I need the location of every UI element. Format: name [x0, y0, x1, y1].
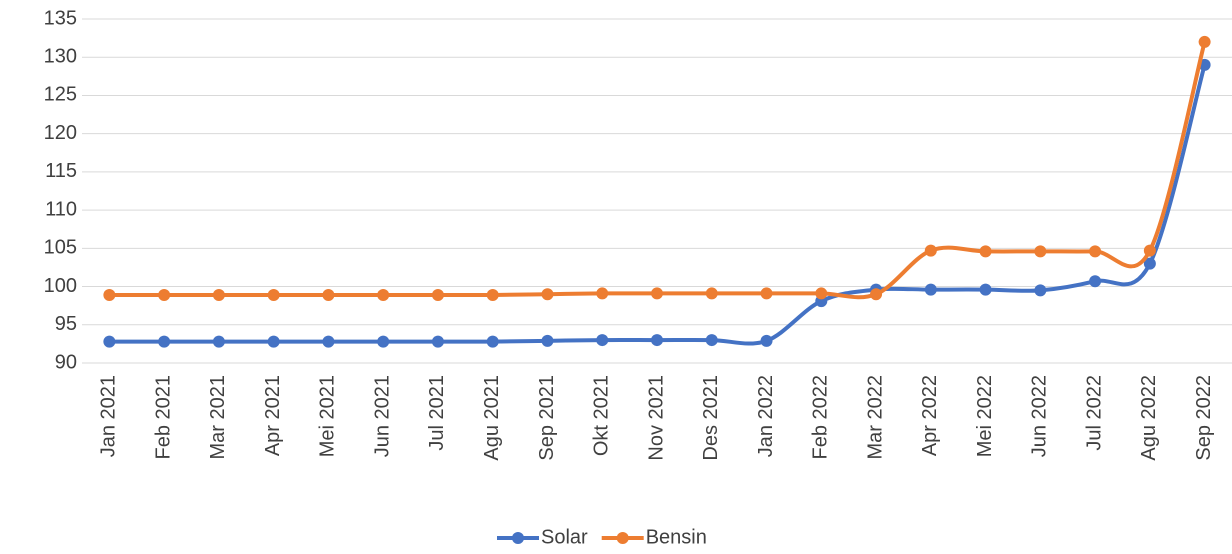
legend-label: Bensin	[646, 526, 707, 548]
series-line	[109, 64, 1207, 346]
data-point	[267, 335, 280, 348]
data-point	[1143, 257, 1156, 270]
x-tick-label: Jun 2022	[1029, 375, 1051, 457]
y-tick-label: 105	[44, 237, 77, 259]
data-point	[158, 335, 171, 348]
x-tick-label: Jul 2022	[1083, 375, 1105, 451]
x-tick-label: Jun 2021	[371, 375, 393, 457]
x-tick-label: Mar 2021	[207, 375, 229, 460]
data-point	[267, 288, 280, 301]
data-point	[322, 288, 335, 301]
x-tick-label: Jan 2021	[98, 375, 120, 457]
legend-marker	[616, 532, 629, 544]
data-point	[212, 335, 225, 348]
data-point	[1034, 245, 1047, 258]
y-tick-label: 100	[44, 275, 77, 297]
series-line	[109, 41, 1207, 300]
data-point	[924, 244, 937, 257]
data-point	[541, 334, 554, 347]
data-point	[705, 287, 718, 300]
data-point	[1198, 35, 1211, 48]
data-point	[924, 283, 937, 296]
x-tick-label: Mei 2022	[974, 375, 996, 457]
data-point	[815, 287, 828, 300]
data-point	[596, 287, 609, 300]
y-tick-label: 135	[44, 7, 77, 29]
data-point	[103, 288, 116, 301]
x-tick-label: Jul 2021	[426, 375, 448, 451]
y-tick-label: 130	[44, 46, 77, 68]
y-tick-label: 95	[55, 313, 77, 335]
data-point	[431, 335, 444, 348]
data-point	[377, 335, 390, 348]
data-point	[596, 334, 609, 347]
data-point	[377, 288, 390, 301]
x-tick-label: Mar 2022	[864, 375, 886, 460]
data-point	[103, 335, 116, 348]
data-point	[322, 335, 335, 348]
x-tick-label: Feb 2021	[152, 375, 174, 460]
data-point	[1089, 245, 1102, 258]
data-point	[1143, 244, 1156, 257]
x-tick-label: Feb 2022	[810, 375, 832, 460]
data-point	[760, 334, 773, 347]
y-tick-label: 115	[45, 160, 77, 182]
data-point	[486, 288, 499, 301]
y-tick-label: 90	[55, 351, 77, 373]
data-point	[1089, 275, 1102, 288]
y-tick-label: 120	[44, 122, 77, 144]
x-tick-label: Apr 2022	[919, 375, 941, 456]
legend-label: Solar	[541, 526, 588, 548]
data-point	[870, 288, 883, 301]
legend-marker	[512, 532, 524, 544]
x-tick-label: Apr 2021	[262, 375, 284, 456]
x-tick-label: Mei 2021	[317, 375, 339, 457]
data-point	[541, 288, 554, 301]
data-point	[705, 334, 718, 347]
x-tick-label: Nov 2021	[645, 375, 667, 461]
y-tick-label: 125	[44, 84, 77, 106]
y-tick-label: 110	[45, 198, 77, 220]
data-point	[760, 287, 773, 300]
x-tick-label: Agu 2021	[481, 375, 503, 461]
data-point	[212, 288, 225, 301]
data-point	[979, 283, 992, 296]
x-tick-label: Jan 2022	[755, 375, 777, 457]
data-point	[651, 287, 663, 300]
data-point	[1034, 284, 1047, 297]
data-point	[158, 288, 171, 301]
data-point	[651, 334, 663, 347]
data-point	[979, 245, 992, 258]
data-point	[486, 335, 499, 348]
data-point	[431, 288, 444, 301]
x-tick-label: Okt 2021	[591, 375, 613, 456]
x-tick-label: Sep 2021	[536, 375, 558, 461]
x-tick-label: Agu 2022	[1138, 375, 1160, 461]
x-tick-label: Sep 2022	[1193, 375, 1215, 461]
x-tick-label: Des 2021	[700, 375, 722, 461]
